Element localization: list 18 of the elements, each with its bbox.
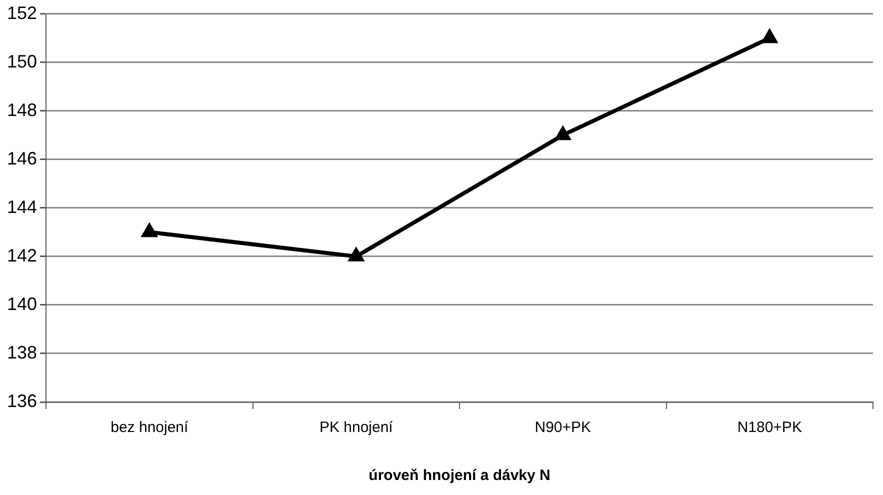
point [762,30,777,44]
x-axis-title: úroveň hnojení a dávky N [368,467,550,484]
y-tick-label: 138 [6,342,38,362]
y-tick-label: 148 [6,100,38,120]
y-tick-label: 140 [6,294,38,314]
y-tick-label: 142 [6,245,38,266]
point [556,127,570,140]
x-tick-label: N90+PK [534,419,592,436]
x-tick-label: PK hnojení [319,419,394,436]
point [142,224,157,238]
y-tick-label: 144 [6,196,38,217]
point [348,248,364,262]
y-tick-label: 146 [6,148,38,168]
x-tick-label: bez hnojení [110,419,190,436]
y-tick-label: 152 [6,2,38,23]
y-tick-label: 150 [6,51,38,72]
y-tick-label: 136 [6,390,38,411]
x-tick-label: N180+PK [737,419,802,436]
